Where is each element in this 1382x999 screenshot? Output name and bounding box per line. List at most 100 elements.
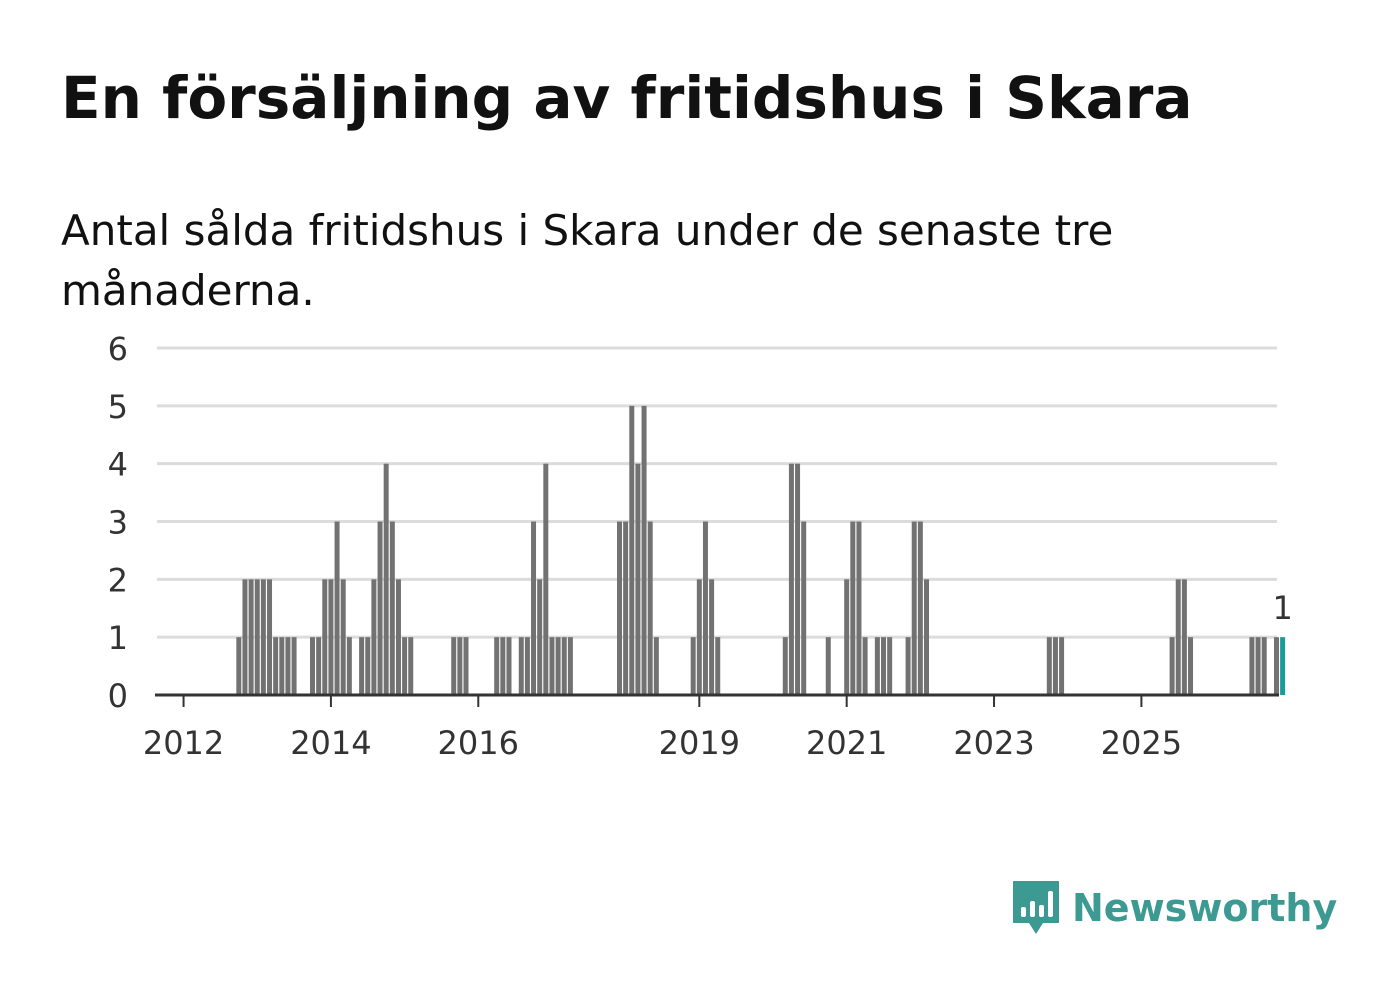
bar bbox=[709, 579, 715, 695]
bar bbox=[285, 637, 291, 695]
bar bbox=[340, 579, 346, 695]
bar bbox=[1273, 637, 1279, 695]
x-tick-label: 2023 bbox=[953, 724, 1034, 762]
bar bbox=[260, 579, 266, 695]
bar bbox=[291, 637, 297, 695]
bar bbox=[395, 579, 401, 695]
bar bbox=[494, 637, 500, 695]
bar bbox=[310, 637, 315, 695]
y-axis-ticks: 0 1 2 3 4 5 6 bbox=[108, 330, 128, 715]
bar bbox=[254, 579, 260, 695]
bar bbox=[702, 521, 708, 695]
bar bbox=[402, 637, 408, 695]
brand-logo: Newsworthy bbox=[1010, 878, 1337, 938]
bar bbox=[537, 579, 543, 695]
bar bbox=[617, 521, 622, 695]
bar bbox=[328, 579, 334, 695]
last-bar-value-label: 1 bbox=[1272, 589, 1292, 627]
bar bbox=[1249, 637, 1255, 695]
x-tick-label: 2016 bbox=[438, 724, 519, 762]
bar bbox=[365, 637, 371, 695]
bar bbox=[1175, 579, 1181, 695]
bar bbox=[389, 521, 395, 695]
bar bbox=[690, 637, 696, 695]
bar bbox=[463, 637, 469, 695]
bar bbox=[322, 579, 328, 695]
bar bbox=[647, 521, 653, 695]
bar bbox=[359, 637, 365, 695]
y-tick-label: 3 bbox=[108, 504, 128, 542]
bar bbox=[236, 637, 242, 695]
bar bbox=[377, 521, 383, 695]
bar bbox=[788, 463, 794, 695]
bar bbox=[844, 579, 850, 695]
bar bbox=[1046, 637, 1052, 695]
bar bbox=[457, 637, 463, 695]
bar bbox=[1188, 637, 1194, 695]
bar bbox=[641, 405, 647, 695]
bar bbox=[1255, 637, 1261, 695]
bar bbox=[567, 637, 573, 695]
bar bbox=[549, 637, 555, 695]
bar bbox=[696, 579, 702, 695]
bar bbox=[801, 521, 807, 695]
bar bbox=[874, 637, 880, 695]
bar bbox=[506, 637, 512, 695]
bar bbox=[795, 463, 801, 695]
bar bbox=[561, 637, 567, 695]
bar-chart: 0 1 2 3 4 5 6 2012 2014 2016 2019 2021 2023 2025 1 bbox=[108, 330, 1293, 762]
bar bbox=[518, 637, 524, 695]
brand-name: Newsworthy bbox=[1072, 886, 1338, 930]
bar bbox=[524, 637, 530, 695]
bar bbox=[500, 637, 506, 695]
bar bbox=[850, 521, 856, 695]
bar bbox=[782, 637, 788, 695]
bars bbox=[236, 405, 1286, 695]
y-tick-label: 2 bbox=[108, 561, 128, 599]
bar bbox=[917, 521, 923, 695]
bar bbox=[383, 463, 389, 695]
y-tick-label: 4 bbox=[108, 446, 128, 484]
newsworthy-logo-icon bbox=[1013, 881, 1059, 934]
bar bbox=[1052, 637, 1058, 695]
bar bbox=[267, 579, 273, 695]
bar bbox=[653, 637, 659, 695]
x-tick-label: 2019 bbox=[659, 724, 740, 762]
bar bbox=[1181, 579, 1187, 695]
bar bbox=[248, 579, 254, 695]
x-axis-ticks: 2012 2014 2016 2019 2021 2023 2025 bbox=[143, 695, 1182, 762]
bar bbox=[1261, 637, 1267, 695]
x-tick-label: 2021 bbox=[806, 724, 887, 762]
bar bbox=[346, 637, 352, 695]
bar bbox=[1169, 637, 1175, 695]
bar bbox=[856, 521, 862, 695]
bar bbox=[862, 637, 868, 695]
bar-highlighted bbox=[1280, 637, 1286, 695]
chart-subtitle: Antal sålda fritidshus i Skara under de … bbox=[61, 206, 1114, 315]
y-tick-label: 6 bbox=[108, 330, 128, 368]
bar bbox=[371, 579, 377, 695]
bar bbox=[1059, 637, 1065, 695]
bar bbox=[531, 521, 537, 695]
x-tick-label: 2014 bbox=[290, 724, 371, 762]
bar bbox=[629, 405, 635, 695]
bar bbox=[273, 637, 279, 695]
bar bbox=[408, 637, 414, 695]
bar bbox=[825, 637, 831, 695]
bar bbox=[905, 637, 911, 695]
bar bbox=[316, 637, 322, 695]
bar bbox=[715, 637, 721, 695]
bar bbox=[635, 463, 641, 695]
x-tick-label: 2012 bbox=[143, 724, 224, 762]
bar bbox=[911, 521, 917, 695]
y-tick-label: 0 bbox=[108, 677, 128, 715]
bar bbox=[279, 637, 285, 695]
y-tick-label: 5 bbox=[108, 388, 128, 426]
bar bbox=[451, 637, 457, 695]
bar bbox=[887, 637, 893, 695]
bar bbox=[543, 463, 549, 695]
bar bbox=[555, 637, 561, 695]
y-tick-label: 1 bbox=[108, 619, 128, 657]
x-tick-label: 2025 bbox=[1101, 724, 1182, 762]
bar bbox=[334, 521, 340, 695]
